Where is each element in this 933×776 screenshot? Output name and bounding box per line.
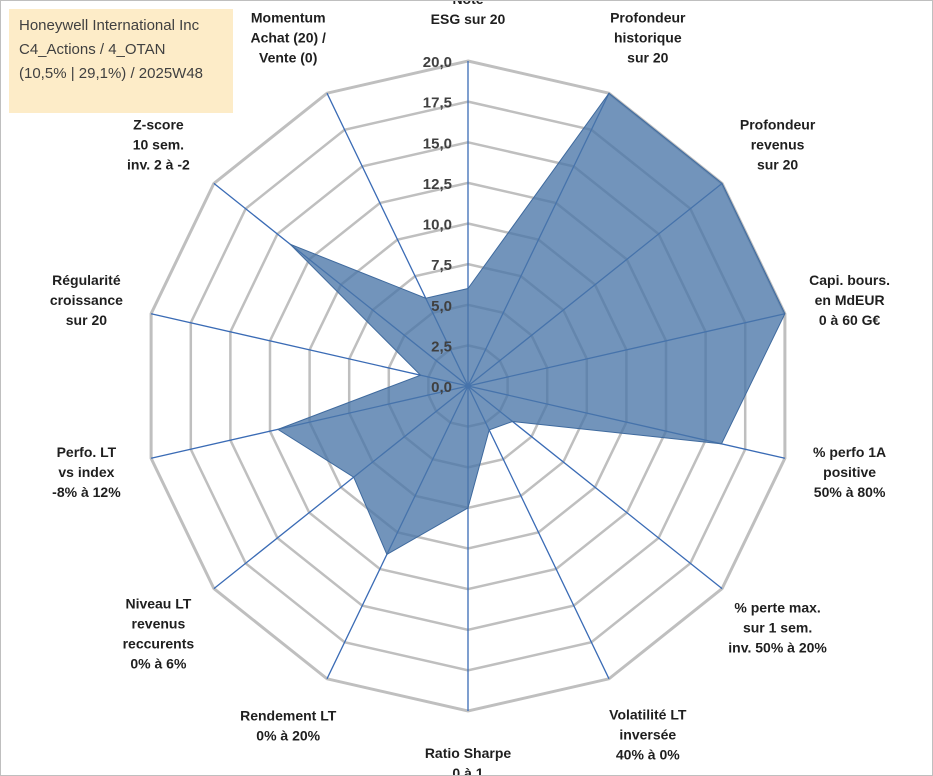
axis-label: Profondeur historique sur 20	[610, 9, 686, 65]
axis-label: Rendement LT 0% à 20%	[240, 708, 337, 744]
chart-title-period: (10,5% | 29,1%) / 2025W48	[19, 65, 203, 82]
tick-label: 15,0	[423, 135, 452, 152]
axis-label: Niveau LT revenus reccurents 0% à 6%	[123, 596, 195, 672]
axis-label: Profondeur revenus sur 20	[740, 117, 816, 173]
tick-label: 12,5	[423, 176, 452, 193]
axis-label: Z-score 10 sem. inv. 2 à -2	[127, 117, 190, 173]
axis-label: Volatilité LT inversée 40% à 0%	[609, 707, 687, 763]
tick-label: 20,0	[423, 54, 452, 71]
tick-label: 2,5	[431, 338, 452, 355]
axis-spoke	[150, 313, 469, 387]
axis-label: NoteESG sur 20	[431, 1, 506, 27]
chart-title-company: Honeywell International Inc	[19, 17, 200, 34]
tick-label: 0,0	[431, 379, 452, 396]
tick-label: 7,5	[431, 257, 452, 274]
axis-label: Momentum Achat (20) / Vente (0)	[250, 9, 326, 65]
chart-title-box: Honeywell International Inc C4_Actions /…	[9, 9, 233, 113]
axis-spoke	[467, 385, 610, 680]
axis-label: % perte max. sur 1 sem. inv. 50% à 20%	[728, 599, 827, 655]
series-area	[276, 92, 786, 556]
axis-label: Perfo. LT vs index -8% à 12%	[52, 444, 121, 500]
radar-tick-labels: 0,0 2,5 5,0 7,5 10,0 12,5 15,0 17,5 20,0	[423, 54, 452, 396]
axis-label: Capi. bours. en MdEUR 0 à 60 G€	[809, 272, 890, 328]
axis-label: Régularité croissance sur 20	[50, 272, 123, 328]
tick-label: 5,0	[431, 298, 452, 315]
tick-label: 10,0	[423, 217, 452, 234]
axis-label: Ratio Sharpe 0 à 1	[425, 745, 512, 775]
chart-title-category: C4_Actions / 4_OTAN	[19, 41, 166, 58]
tick-label: 17,5	[423, 95, 452, 112]
axis-label: % perfo 1A positive 50% à 80%	[813, 444, 886, 500]
radar-series	[276, 92, 786, 556]
